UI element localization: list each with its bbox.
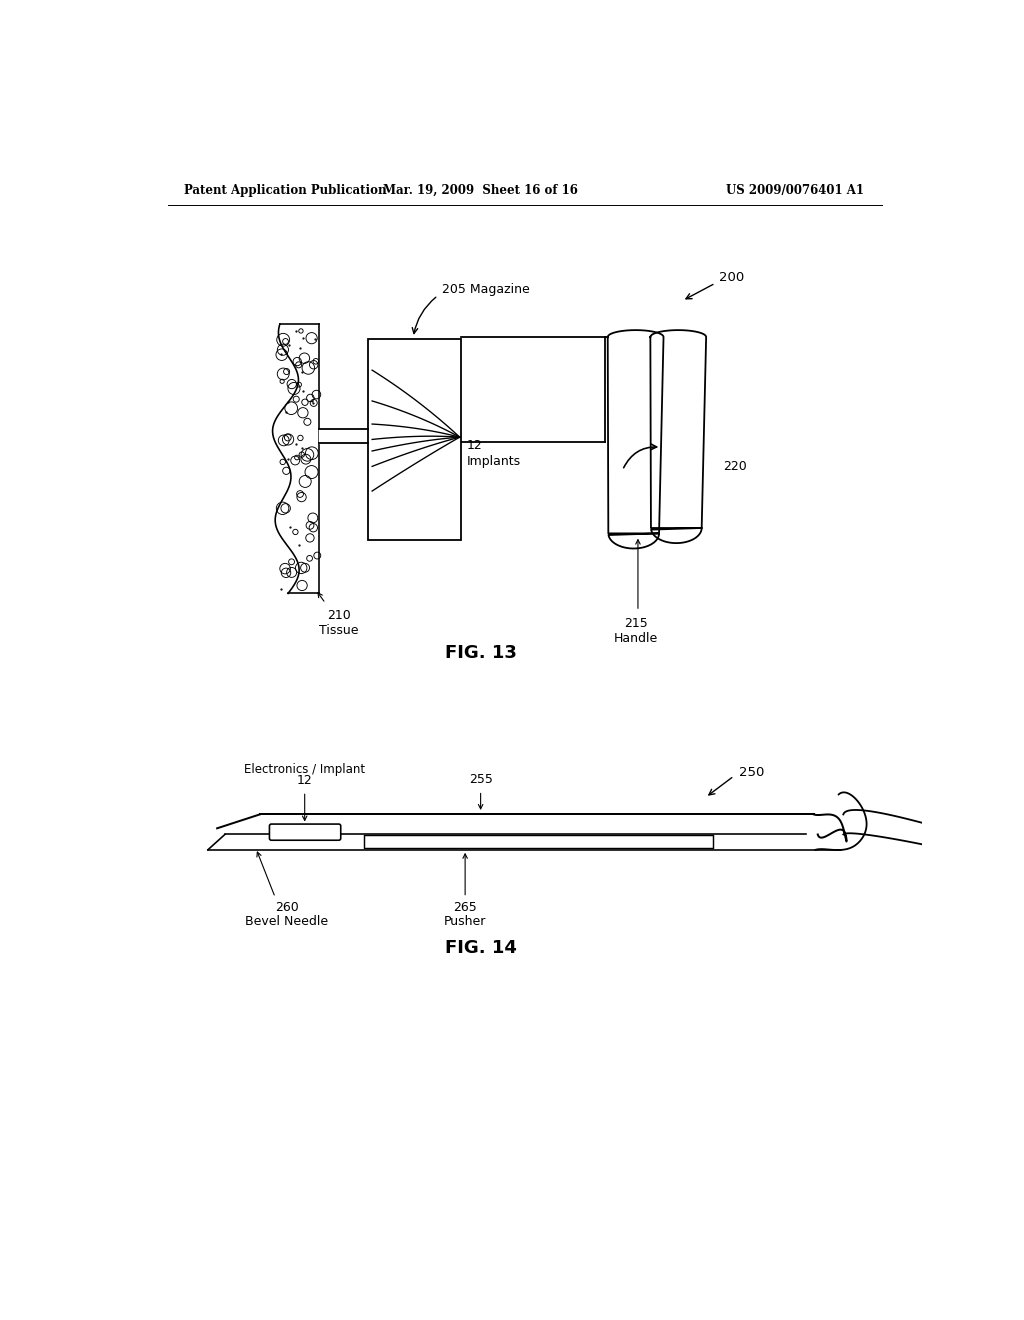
Text: 260: 260 — [275, 902, 299, 915]
Text: Implants: Implants — [467, 454, 521, 467]
Text: Mar. 19, 2009  Sheet 16 of 16: Mar. 19, 2009 Sheet 16 of 16 — [383, 185, 579, 197]
Text: 250: 250 — [738, 767, 764, 779]
Bar — [365, 836, 713, 849]
Text: 220: 220 — [723, 459, 746, 473]
Text: FIG. 14: FIG. 14 — [444, 939, 516, 957]
FancyBboxPatch shape — [269, 824, 341, 841]
Text: 12: 12 — [297, 775, 312, 788]
Text: Tissue: Tissue — [319, 624, 358, 638]
Text: Bevel Needle: Bevel Needle — [246, 915, 329, 928]
Text: 255: 255 — [469, 774, 493, 785]
Text: FIG. 13: FIG. 13 — [444, 644, 516, 661]
Text: 200: 200 — [719, 271, 743, 284]
Text: US 2009/0076401 A1: US 2009/0076401 A1 — [725, 185, 863, 197]
Text: 215: 215 — [624, 616, 647, 630]
Text: Handle: Handle — [613, 632, 657, 645]
Text: Pusher: Pusher — [444, 915, 486, 928]
Polygon shape — [650, 330, 707, 543]
Text: 265: 265 — [454, 902, 477, 915]
Text: Patent Application Publication: Patent Application Publication — [183, 185, 386, 197]
Polygon shape — [607, 330, 664, 549]
Bar — [369, 339, 461, 540]
Text: 210: 210 — [327, 609, 350, 622]
Text: 12: 12 — [467, 440, 482, 453]
Text: 205 Magazine: 205 Magazine — [442, 282, 529, 296]
Text: Electronics / Implant: Electronics / Implant — [244, 763, 366, 776]
